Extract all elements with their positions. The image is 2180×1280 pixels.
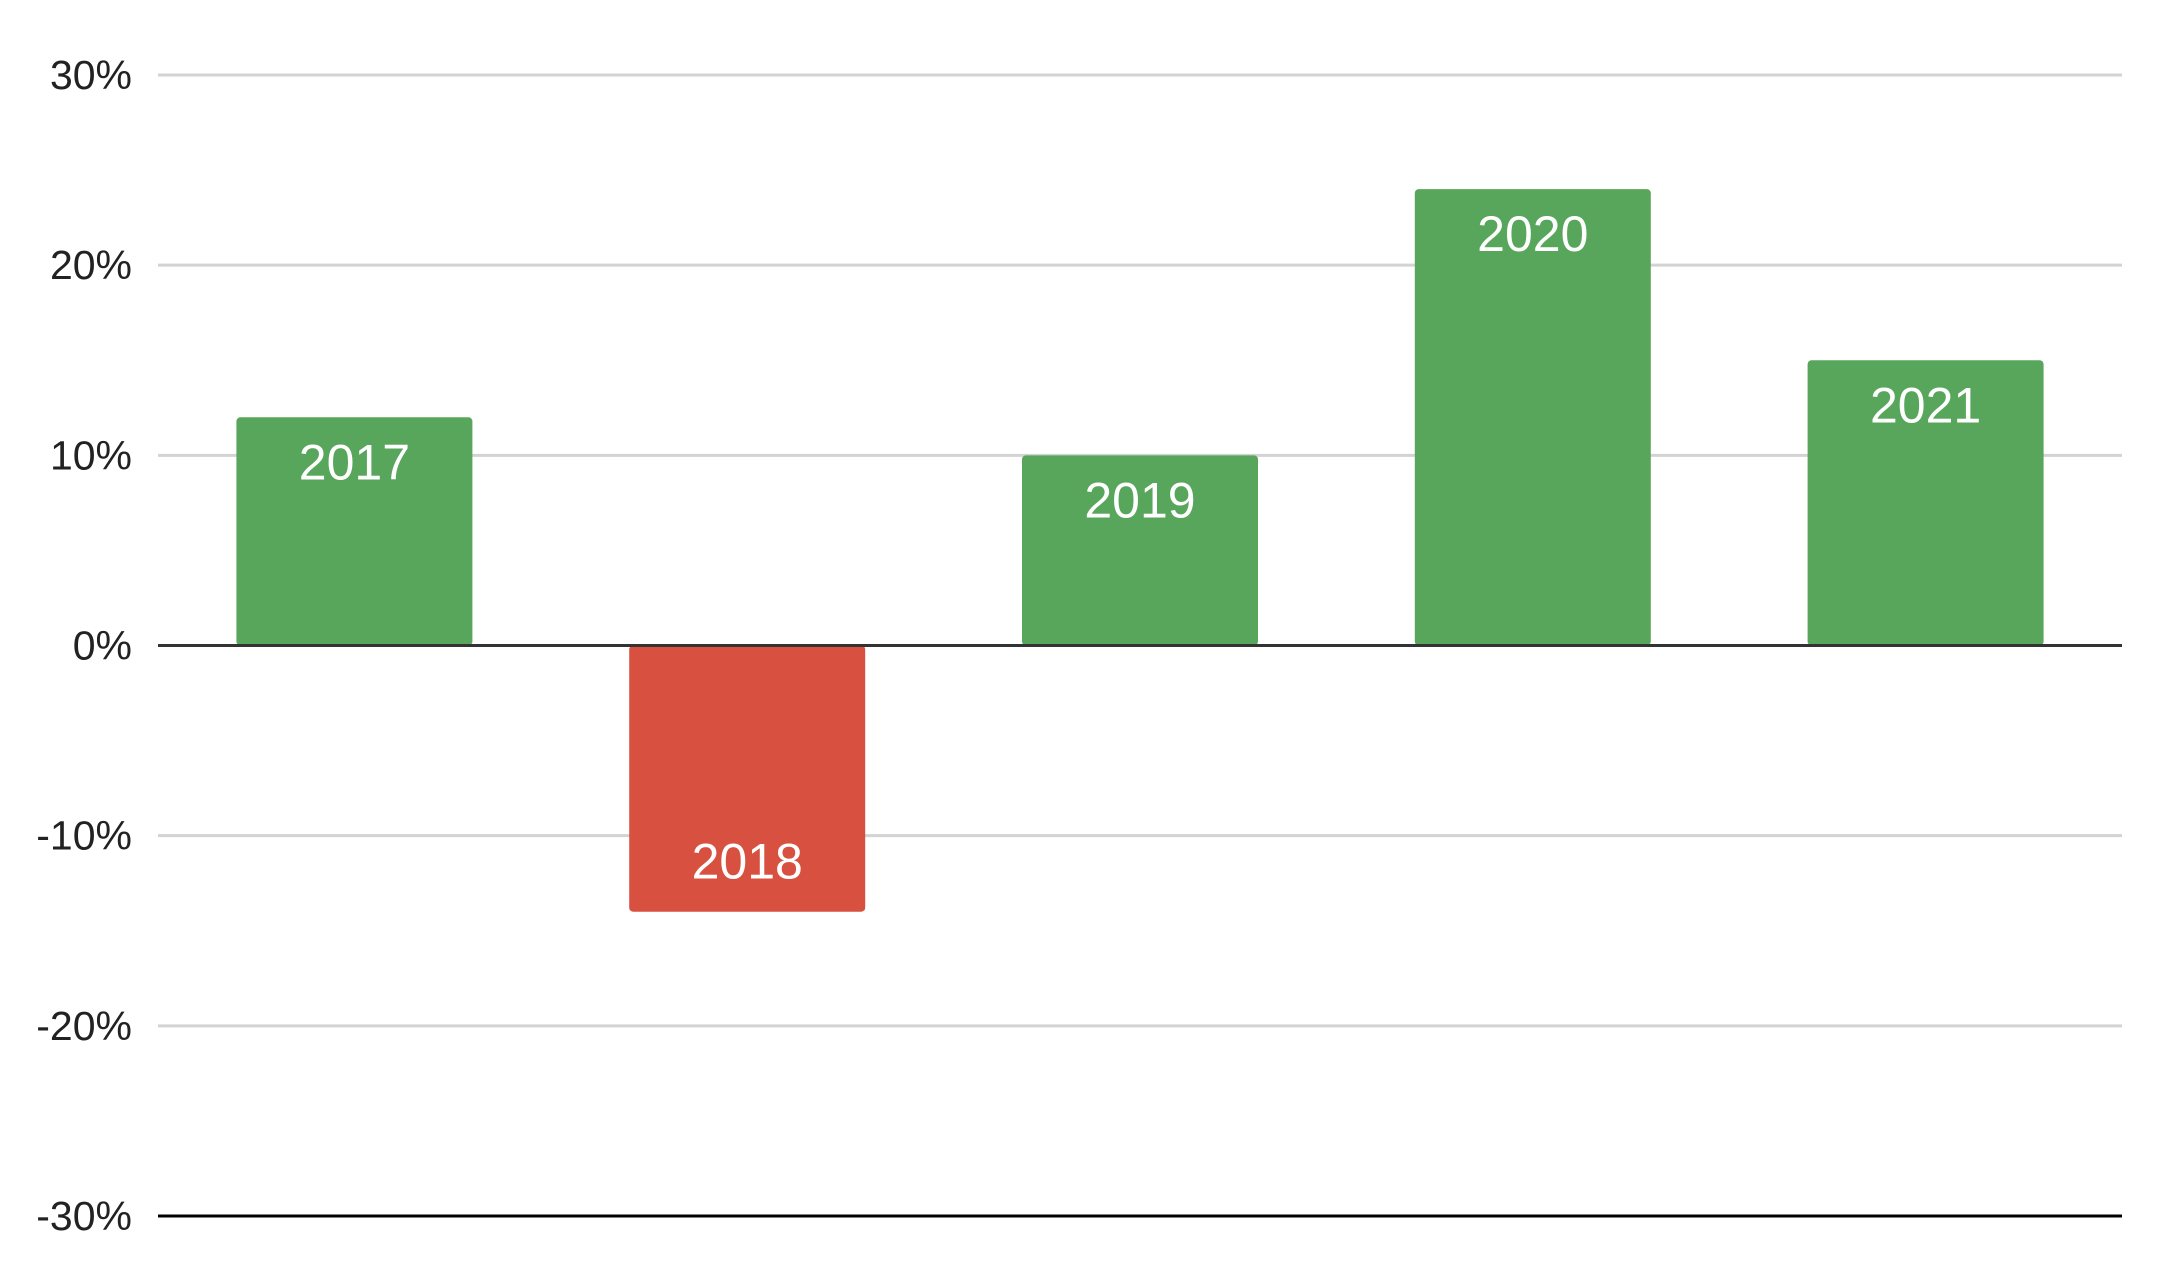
bars xyxy=(236,189,2044,912)
y-tick-label: 30% xyxy=(50,52,132,98)
y-tick-label: 20% xyxy=(50,242,132,288)
y-tick-label: -10% xyxy=(36,813,132,859)
bar xyxy=(1807,360,2044,646)
bar xyxy=(1022,455,1258,646)
bar-labels: 2017 2018 2019 2020 2021 xyxy=(299,206,1981,890)
y-tick-label: -20% xyxy=(36,1003,132,1049)
y-axis-tick-labels: 30% 20% 10% 0% -10% -20% -30% xyxy=(36,52,132,1239)
bar xyxy=(236,417,473,646)
bar xyxy=(629,645,866,912)
bar xyxy=(1414,189,1651,646)
y-tick-label: 0% xyxy=(73,623,132,669)
bar-label: 2019 xyxy=(1084,472,1195,528)
axis-lines xyxy=(158,644,2122,1218)
y-tick-label: -30% xyxy=(36,1193,132,1239)
bar-label: 2017 xyxy=(299,434,410,490)
y-tick-label: 10% xyxy=(50,432,132,478)
bar-label: 2020 xyxy=(1477,206,1588,262)
bar-label: 2018 xyxy=(692,834,803,890)
bar-label: 2021 xyxy=(1870,377,1981,433)
